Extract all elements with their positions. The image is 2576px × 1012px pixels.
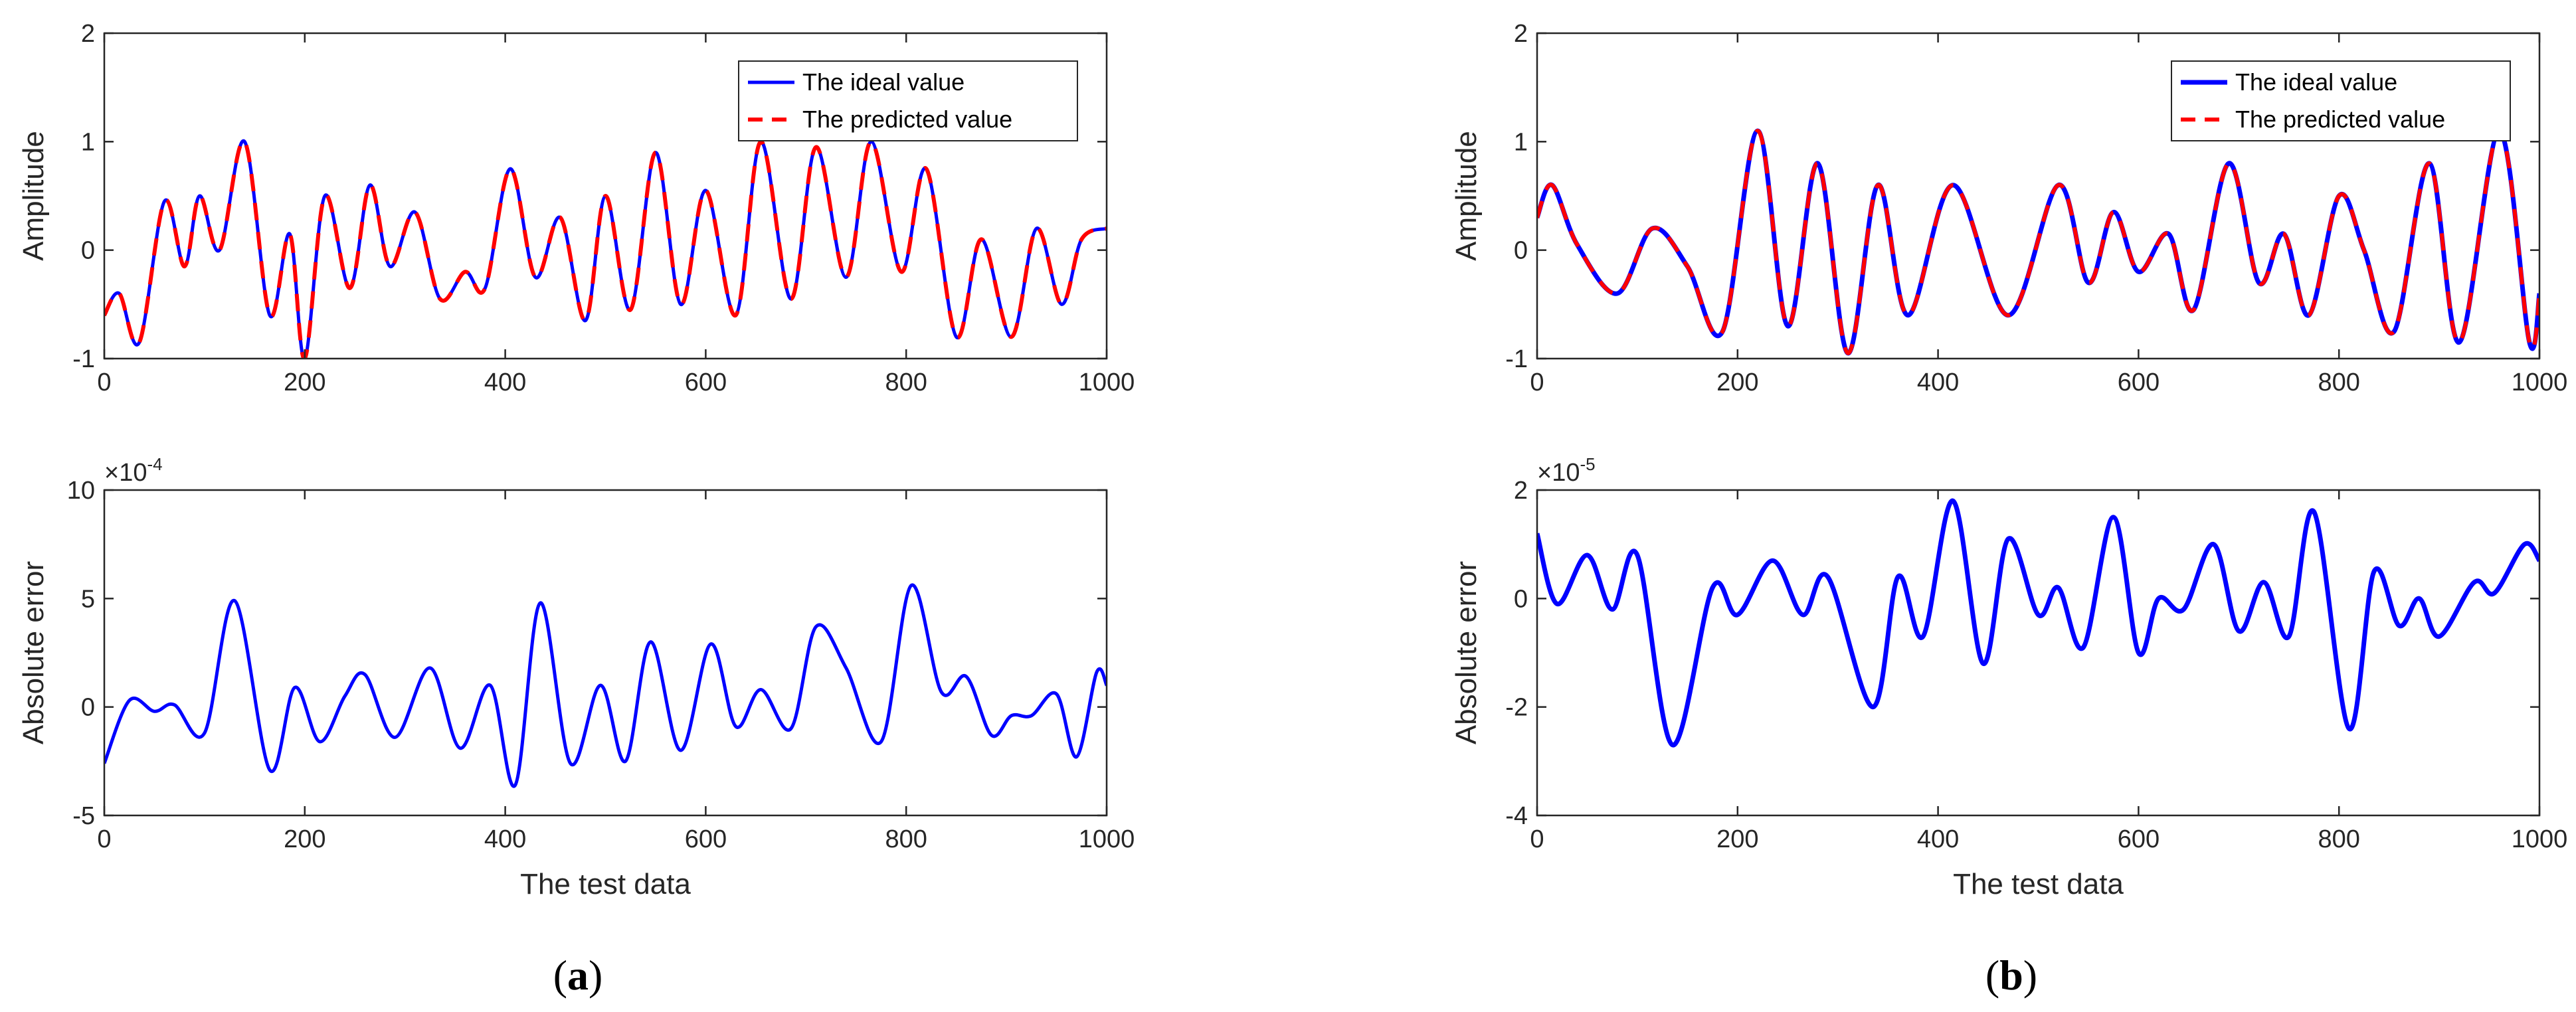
axes-frame [103,32,1108,360]
y-tick-label: 0 [81,237,95,265]
plot-area [104,490,1107,815]
series-group [1537,128,2539,356]
legend-label-predicted: The predicted value [2235,106,2445,133]
x-axis-label: The test data [520,868,691,900]
axis-exponent: ×10-4 [104,454,163,487]
x-tick-label: 800 [2318,825,2359,853]
legend-label-predicted: The predicted value [802,106,1012,133]
x-tick-label: 600 [685,369,727,396]
x-tick-label: 400 [1917,369,1959,396]
legend: The ideal value The predicted value [738,60,1078,141]
series-line-error [104,583,1107,788]
x-tick-label: 600 [2118,369,2160,396]
x-tick-label: 800 [885,369,927,396]
y-tick-label: 1 [81,128,95,156]
y-tick-label: 0 [1514,585,1528,613]
exponent-power: -5 [1580,454,1595,474]
y-tick-label: -5 [72,802,95,830]
axis-exponent: ×10-5 [1537,454,1596,487]
x-tick-label: 400 [484,369,526,396]
legend-label-ideal: The ideal value [2235,68,2397,96]
x-tick-label: 200 [1716,825,1758,853]
x-tick-label: 800 [885,825,927,853]
legend-box [738,60,1078,141]
y-tick-label: 10 [67,477,95,505]
y-tick-label: -4 [1505,802,1528,830]
series-line-predicted [1537,128,2539,355]
x-tick-label: 400 [484,825,526,853]
x-tick-label: 600 [2118,825,2160,853]
x-tick-label: 0 [97,369,111,396]
series-group [1537,498,2539,748]
x-tick-label: 800 [2318,369,2359,396]
x-tick-label: 0 [97,825,111,853]
x-tick-label: 200 [284,369,325,396]
x-tick-label: 200 [284,825,325,853]
y-tick-label: 2 [1514,477,1528,505]
exponent-base: ×10 [1537,459,1580,487]
x-axis-label: The test data [1953,868,2124,900]
axes-frame [1536,489,2541,817]
exponent-power: -4 [147,454,162,474]
y-tick-label: 0 [1514,237,1528,265]
y-tick-label: -2 [1505,694,1528,722]
legend: The ideal value The predicted value [2171,60,2511,141]
x-tick-label: 400 [1917,825,1959,853]
x-tick-label: 600 [685,825,727,853]
x-tick-label: 0 [1530,825,1544,853]
chart-b-bottom: 0 200 400 600 800 1000 -4 -2 0 2 Absolute error The… [1450,454,2567,900]
panel-caption-a: (a) [553,952,603,999]
y-tick-label: 0 [81,694,95,722]
y-axis-label: Amplitude [1450,131,1483,261]
y-tick-label: 2 [1514,20,1528,48]
series-line-error [1537,498,2539,748]
x-tick-label: 1000 [2512,825,2568,853]
y-tick-label: -1 [1505,345,1528,373]
axes-frame [1536,32,2541,360]
plot-area [1537,490,2539,815]
y-axis-label: Absolute error [17,561,50,744]
x-tick-label: 1000 [1079,369,1135,396]
legend-box [2171,60,2511,141]
panel-caption-b: (b) [1985,952,2037,999]
exponent-base: ×10 [104,459,147,487]
y-tick-label: 5 [81,585,95,613]
axes-frame [103,489,1108,817]
x-tick-label: 1000 [2512,369,2568,396]
series-group [104,583,1107,788]
series-line-predicted [104,139,1107,359]
x-tick-label: 0 [1530,369,1544,396]
y-tick-label: 2 [81,20,95,48]
y-tick-label: 1 [1514,128,1528,156]
legend-label-ideal: The ideal value [802,68,965,96]
y-axis-label: Amplitude [17,131,50,261]
x-tick-label: 200 [1716,369,1758,396]
y-tick-label: -1 [72,345,95,373]
x-tick-label: 1000 [1079,825,1135,853]
y-axis-label: Absolute error [1450,561,1483,744]
series-group [104,139,1107,359]
